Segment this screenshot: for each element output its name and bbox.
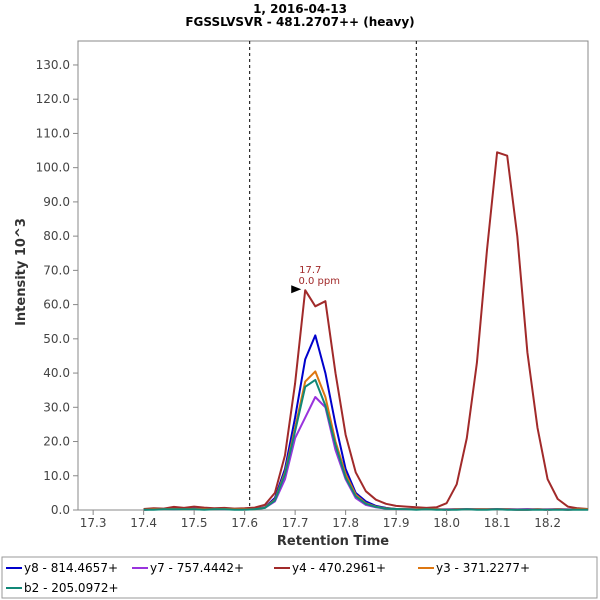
y-tick-label: 90.0	[43, 195, 70, 209]
legend: y8 - 814.4657+ y7 - 757.4442+ y4 - 470.296…	[6, 561, 530, 595]
y-tick-label: 130.0	[36, 58, 70, 72]
y-tick-label: 10.0	[43, 469, 70, 483]
x-tick-label: 17.5	[181, 516, 208, 530]
series-line	[143, 378, 588, 511]
x-tick-label: 18.1	[484, 516, 511, 530]
y-tick-label: 120.0	[36, 92, 70, 106]
x-axis-title: Retention Time	[277, 534, 389, 549]
x-tick-label: 18.2	[534, 516, 561, 530]
y-tick-label: 0.0	[51, 503, 70, 517]
series-lines	[143, 151, 589, 511]
y-tick-label: 70.0	[43, 263, 70, 277]
legend-label: y7 - 757.4442+	[150, 561, 244, 575]
peak-rt-label: 17.7	[299, 265, 321, 276]
x-tick-label: 17.6	[231, 516, 258, 530]
y-tick-label: 40.0	[43, 366, 70, 380]
y-tick-label: 30.0	[43, 400, 70, 414]
legend-label: b2 - 205.0972+	[24, 581, 119, 595]
x-axis: 17.3 17.4 17.5 17.6 17.7 17.8 17.9 18.0 18.1 18.2	[80, 510, 561, 530]
peak-annotation: 17.7 0.0 ppm	[291, 265, 340, 294]
x-tick-label: 17.7	[282, 516, 309, 530]
y-tick-label: 20.0	[43, 435, 70, 449]
x-tick-label: 18.0	[433, 516, 460, 530]
y-axis-title: Intensity 10^3	[14, 218, 29, 326]
legend-label: y3 - 371.2277+	[436, 561, 530, 575]
y-tick-label: 100.0	[36, 161, 70, 175]
integration-boundaries	[249, 41, 417, 510]
legend-box	[1, 556, 598, 599]
x-tick-label: 17.4	[130, 516, 157, 530]
legend-label: y8 - 814.4657+	[24, 561, 118, 575]
series-line	[143, 151, 589, 510]
chart-subtitle: FGSSLVSVR - 481.2707++ (heavy)	[185, 15, 414, 29]
y-tick-label: 60.0	[43, 298, 70, 312]
y-tick-label: 80.0	[43, 229, 70, 243]
x-tick-label: 17.9	[383, 516, 410, 530]
peak-ppm-label: 0.0 ppm	[298, 276, 340, 287]
x-tick-label: 17.3	[80, 516, 107, 530]
y-tick-label: 50.0	[43, 332, 70, 346]
y-axis: 0.0 10.0 20.0 30.0 40.0 50.0 60.0 70.0 80.0 90.0 1…	[36, 58, 78, 517]
legend-label: y4 - 470.2961+	[292, 561, 386, 575]
peak-marker-arrow	[291, 285, 302, 294]
chart-title: 1, 2016-04-13	[253, 2, 347, 16]
y-tick-label: 110.0	[36, 126, 70, 140]
x-tick-label: 17.8	[332, 516, 359, 530]
